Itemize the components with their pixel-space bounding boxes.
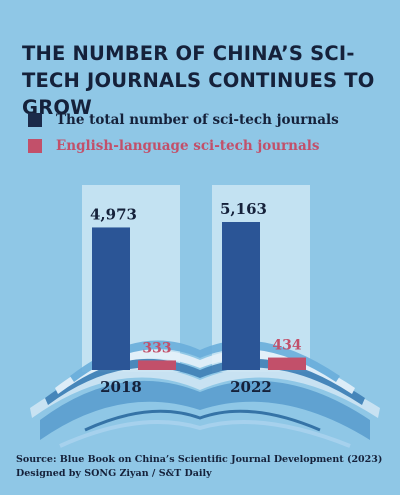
open-book-illustration (30, 340, 380, 448)
bar-total-2022 (222, 222, 260, 370)
bar-total-2018 (92, 227, 130, 370)
legend-item-english: English-language sci-tech journals (28, 138, 319, 154)
legend-swatch-total (28, 113, 42, 127)
bar-english-2022 (268, 357, 306, 370)
legend-label-english: English-language sci-tech journals (56, 138, 320, 154)
legend-swatch-english (28, 139, 42, 153)
bar-english-2018 (138, 360, 176, 370)
footer: Source: Blue Book on China’s Scientific … (16, 453, 391, 481)
data-label-english-2018: 333 (142, 340, 171, 356)
legend-label-total: The total number of sci-tech journals (56, 112, 339, 128)
source-note: Source: Blue Book on China’s Scientific … (16, 454, 383, 465)
data-label-total-2022: 5,163 (220, 200, 267, 218)
data-label-english-2022: 434 (272, 338, 301, 354)
legend-item-total: The total number of sci-tech journals (28, 112, 339, 128)
x-tick-label-2022: 2022 (230, 378, 272, 396)
x-tick-label-2018: 2018 (100, 378, 142, 396)
credit-note: Designed by SONG Ziyan / S&T Daily (16, 468, 212, 479)
data-label-total-2018: 4,973 (90, 205, 137, 223)
